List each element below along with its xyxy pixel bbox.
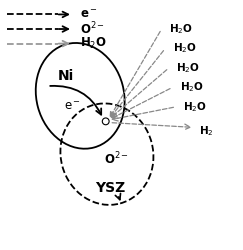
Text: O$^{2-}$: O$^{2-}$: [80, 21, 105, 37]
Text: H$_2$O: H$_2$O: [183, 100, 208, 114]
Text: H$_2$O: H$_2$O: [180, 80, 204, 94]
Text: YSZ: YSZ: [95, 181, 126, 195]
Text: H$_2$O: H$_2$O: [169, 22, 193, 36]
Text: O$^{2-}$: O$^{2-}$: [104, 151, 129, 167]
Text: H$_2$O: H$_2$O: [80, 36, 107, 51]
Text: Ni: Ni: [58, 70, 74, 84]
Text: H$_2$O: H$_2$O: [176, 61, 200, 75]
Text: e$^-$: e$^-$: [80, 8, 98, 21]
Text: H$_2$O: H$_2$O: [173, 42, 197, 55]
Circle shape: [102, 118, 109, 125]
Text: e$^-$: e$^-$: [64, 100, 81, 113]
Text: H$_2$: H$_2$: [199, 124, 214, 138]
